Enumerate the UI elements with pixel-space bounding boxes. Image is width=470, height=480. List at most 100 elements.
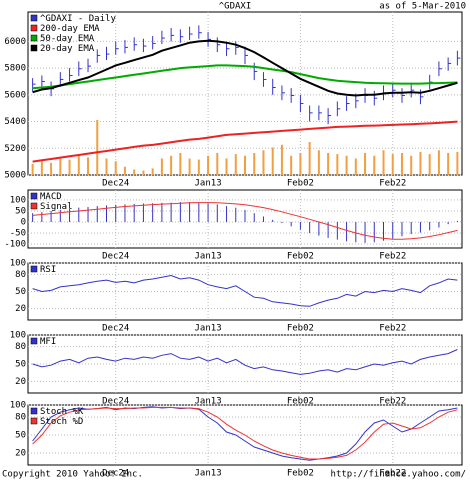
- volume-bar: [354, 158, 357, 175]
- y-tick-label: 80: [15, 270, 26, 280]
- legend-label: RSI: [40, 265, 56, 275]
- volume-bar: [253, 153, 256, 175]
- y-tick-label: -50: [10, 229, 26, 239]
- y-tick-label: 5800: [4, 64, 26, 74]
- x-tick-label: Jan13: [195, 252, 222, 262]
- chart-title: ^GDAXI: [219, 2, 252, 12]
- y-tick-label: 20: [15, 449, 26, 459]
- volume-bar: [244, 155, 246, 175]
- y-tick-label: 6000: [4, 37, 26, 47]
- y-tick-label: 80: [15, 342, 26, 352]
- volume-bar: [308, 142, 311, 175]
- legend-label: ^GDAXI - Daily: [40, 14, 116, 24]
- volume-bar: [437, 150, 440, 175]
- volume-bar: [234, 154, 237, 175]
- legend-label: MACD: [40, 192, 62, 202]
- volume-bar: [197, 159, 200, 175]
- series-line: [32, 64, 458, 90]
- legend-swatch: [30, 337, 38, 345]
- legend-swatch: [30, 34, 38, 42]
- volume-bar: [364, 153, 367, 175]
- y-tick-label: 50: [15, 287, 26, 297]
- legend-label: Signal: [40, 202, 73, 212]
- y-tick-label: 100: [10, 259, 26, 269]
- legend-label: MFI: [40, 337, 56, 347]
- volume-bar: [280, 144, 283, 175]
- volume-bar: [447, 153, 450, 175]
- series-line: [32, 39, 458, 97]
- volume-bar: [207, 155, 210, 175]
- volume-bar: [160, 158, 163, 175]
- volume-bar: [456, 151, 459, 175]
- volume-bar: [225, 158, 228, 175]
- x-tick-label: Feb02: [287, 397, 314, 407]
- legend-label: 20-day EMA: [40, 44, 95, 54]
- volume-bar: [170, 155, 173, 175]
- volume-bar: [188, 158, 191, 175]
- x-tick-label: Feb22: [379, 324, 406, 334]
- y-tick-label: 100: [10, 401, 26, 411]
- x-tick-label: Feb22: [379, 179, 406, 189]
- series-line: [32, 274, 458, 307]
- series-line: [32, 202, 458, 240]
- y-tick-label: 5000: [4, 171, 26, 181]
- y-tick-label: -100: [4, 240, 26, 250]
- volume-bar: [419, 151, 422, 175]
- y-tick-label: 50: [15, 431, 26, 441]
- series-line: [32, 120, 458, 163]
- y-tick-label: 5400: [4, 117, 26, 127]
- y-tick-label: 5600: [4, 90, 26, 100]
- y-tick-label: 100: [10, 195, 26, 205]
- volume-bar: [400, 153, 403, 175]
- volume-bar: [77, 155, 80, 175]
- legend-swatch: [30, 417, 38, 425]
- volume-bar: [123, 166, 126, 175]
- volume-bar: [271, 147, 274, 175]
- volume-bar: [142, 170, 145, 175]
- copyright: Copyright 2010 Yahoo! Inc.: [2, 470, 143, 480]
- volume-bar: [31, 164, 34, 175]
- volume-bar: [391, 154, 394, 175]
- volume-bar: [87, 157, 90, 175]
- x-tick-label: Dec24: [102, 252, 129, 262]
- y-tick-label: 0: [21, 217, 26, 227]
- legend-swatch: [30, 24, 38, 32]
- legend-swatch: [30, 407, 38, 415]
- y-tick-label: 50: [15, 206, 26, 216]
- source-url: http://finance.yahoo.com/: [331, 470, 466, 480]
- x-tick-label: Feb02: [287, 469, 314, 479]
- legend-swatch: [30, 44, 38, 52]
- y-tick-label: 5200: [4, 144, 26, 154]
- legend-label: 50-day EMA: [40, 34, 95, 44]
- volume-bar: [151, 168, 154, 175]
- legend-swatch: [30, 14, 38, 22]
- legend-label: Stoch %K: [40, 407, 84, 417]
- volume-bar: [40, 161, 43, 175]
- volume-bar: [428, 154, 431, 175]
- volume-bar: [114, 161, 117, 175]
- as-of-date: as of 5-Mar-2010: [379, 2, 466, 12]
- x-tick-label: Feb02: [287, 179, 314, 189]
- volume-bar: [50, 162, 53, 175]
- volume-bar: [410, 155, 413, 175]
- x-tick-label: Feb02: [287, 324, 314, 334]
- x-tick-label: Dec24: [102, 397, 129, 407]
- y-tick-label: 80: [15, 413, 26, 423]
- x-tick-label: Jan13: [195, 397, 222, 407]
- volume-bar: [290, 155, 293, 175]
- legend-swatch: [30, 265, 38, 273]
- volume-bar: [59, 158, 62, 175]
- x-tick-label: Dec24: [102, 324, 129, 334]
- x-tick-label: Dec24: [102, 469, 129, 479]
- legend-label: Stoch %D: [40, 417, 83, 427]
- legend-label: 200-day EMA: [40, 24, 100, 34]
- volume-bar: [216, 153, 219, 175]
- volume-bar: [336, 154, 339, 175]
- y-tick-label: 50: [15, 360, 26, 370]
- x-tick-label: Jan13: [195, 179, 222, 189]
- x-tick-label: Jan13: [195, 469, 222, 479]
- x-tick-label: Dec24: [102, 179, 129, 189]
- series-line: [32, 349, 458, 375]
- volume-bar: [105, 158, 108, 175]
